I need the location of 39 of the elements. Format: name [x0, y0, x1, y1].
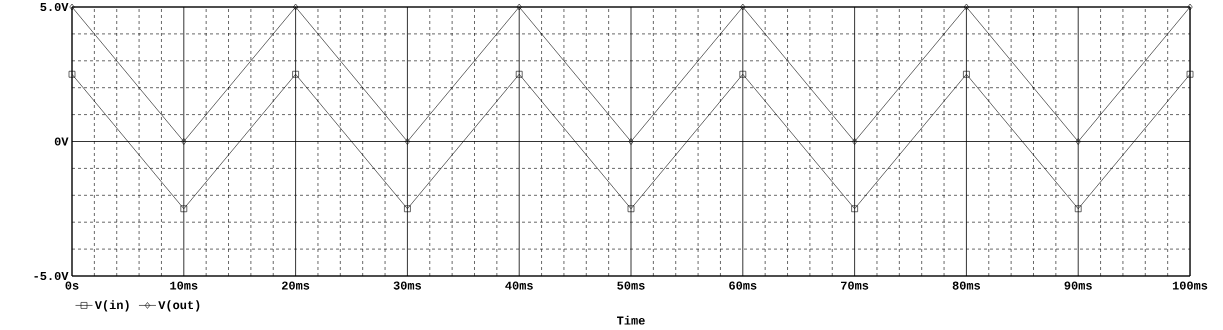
point — [963, 70, 970, 78]
legend-label: V(out) — [158, 300, 200, 312]
legend-label: V(in) — [94, 300, 129, 312]
point — [516, 3, 522, 11]
x-tick-label: 40ms — [505, 281, 533, 290]
x-tick-label: 70ms — [841, 281, 869, 290]
point — [1075, 138, 1081, 145]
x-tick-label: 10ms — [170, 281, 198, 290]
x-tick-label: 20ms — [281, 281, 310, 290]
point — [180, 205, 188, 213]
point — [292, 70, 299, 78]
x-tick-label: 0s — [65, 281, 79, 290]
point — [627, 205, 635, 213]
point — [852, 138, 858, 145]
x-tick-label: 30ms — [393, 281, 422, 290]
point — [628, 138, 634, 145]
point — [404, 205, 411, 213]
point — [1186, 70, 1194, 78]
y-tick-label: -5.0V — [34, 271, 69, 281]
y-tick-label: 0V — [54, 137, 69, 146]
point — [293, 3, 299, 11]
point — [1187, 3, 1193, 11]
x-tick-label: 100ms — [1172, 281, 1208, 290]
x-tick-label: 80ms — [952, 281, 981, 290]
point — [963, 3, 969, 11]
x-tick-label: 90ms — [1064, 281, 1092, 290]
point — [181, 138, 187, 145]
point — [404, 138, 410, 145]
x-tick-label: 50ms — [617, 281, 645, 290]
point — [740, 3, 746, 11]
x-axis-title: Time — [617, 315, 645, 325]
point — [1074, 205, 1082, 213]
point — [68, 70, 76, 78]
y-tick-label: 5.0V — [40, 2, 69, 12]
point — [851, 205, 858, 213]
x-tick-label: 60ms — [729, 281, 757, 290]
point — [69, 3, 75, 11]
point — [739, 70, 747, 78]
point — [515, 70, 523, 78]
